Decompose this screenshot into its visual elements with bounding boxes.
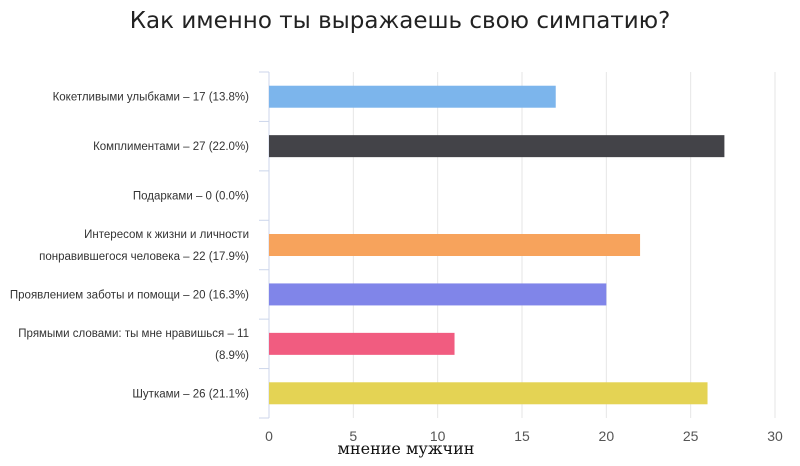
- category-labels: Кокетливыми улыбками – 17 (13.8%) Комплим…: [10, 92, 249, 401]
- bar[interactable]: [269, 234, 641, 256]
- category-label: (8.9%): [215, 350, 249, 362]
- category-axis: [259, 71, 270, 419]
- x-axis-label: мнение мужчин: [337, 439, 475, 458]
- category-label: понравившегося человека – 22 (17.9%): [39, 251, 249, 263]
- category-label: Кокетливыми улыбками – 17 (13.8%): [53, 92, 250, 104]
- x-tick-label: 5: [349, 428, 357, 444]
- x-tick-label: 30: [767, 428, 783, 444]
- bar[interactable]: [269, 85, 556, 108]
- chart-title: Как именно ты выражаешь свою симпатию?: [129, 8, 671, 34]
- category-label: Подарками – 0 (0.0%): [133, 191, 249, 203]
- bar[interactable]: [269, 283, 607, 306]
- bar[interactable]: [269, 382, 708, 405]
- x-tick-label: 15: [514, 428, 530, 444]
- category-label: Шутками – 26 (21.1%): [132, 388, 249, 400]
- bars: [269, 85, 725, 405]
- x-tick-label: 0: [265, 428, 273, 444]
- x-tick-label: 10: [430, 428, 446, 444]
- x-tick-label: 25: [683, 428, 699, 444]
- x-tick-labels: 0 5 10 15 20 25 30: [265, 428, 783, 444]
- x-tick-label: 20: [599, 428, 615, 444]
- category-label: Комплиментами – 27 (22.0%): [93, 141, 249, 153]
- category-label: Прямыми словами: ты мне нравишься – 11: [18, 328, 249, 340]
- bar[interactable]: [269, 135, 725, 158]
- category-label: Интересом к жизни и личности: [84, 229, 249, 241]
- category-label: Проявлением заботы и помощи – 20 (16.3%): [10, 289, 249, 301]
- bar[interactable]: [269, 332, 455, 355]
